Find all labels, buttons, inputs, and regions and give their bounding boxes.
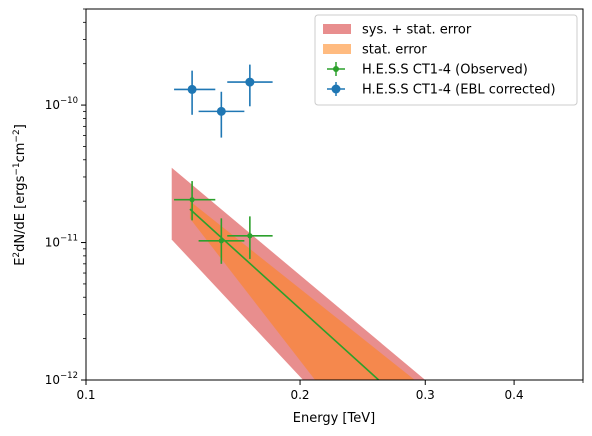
y-tick-label: 10−12 [45, 371, 78, 387]
y-tick-exponent: −12 [60, 371, 78, 381]
y-axis-label: E2dN/dE [ergs−1cm−2] [12, 124, 28, 266]
point-marker [187, 84, 197, 94]
legend-marker [331, 84, 341, 94]
y-tick-exponent: −10 [60, 96, 78, 106]
x-tick-label: 0.1 [76, 388, 95, 402]
error-bands [171, 167, 426, 380]
x-axis-label: Energy [TeV] [293, 411, 375, 426]
plot-frame [85, 8, 584, 381]
x-tick-label: 0.3 [416, 388, 435, 402]
legend-entry-1: sys. + stat. error [323, 23, 472, 38]
y-tick-base: 10 [45, 373, 60, 387]
point-marker [216, 106, 226, 116]
legend-label: sys. + stat. error [362, 23, 472, 38]
data-points [174, 64, 273, 264]
data-point-series1-2 [198, 218, 245, 264]
data-point-series2-2 [198, 91, 245, 138]
data-point-series2-3 [227, 64, 273, 107]
legend-entry-3: H.E.S.S CT1-4 (Observed) [327, 62, 528, 78]
legend-entry-2: stat. error [323, 43, 427, 58]
x-tick-label: 0.2 [290, 388, 309, 402]
y-tick-label: 10−10 [45, 96, 78, 112]
error-band-1 [171, 167, 426, 380]
legend-box [314, 14, 578, 106]
error-band-2 [189, 201, 415, 380]
legend-swatch [323, 24, 351, 34]
legend-label: stat. error [362, 43, 427, 58]
y-tick-exponent: −11 [60, 234, 78, 244]
point-marker [218, 238, 224, 244]
data-point-series1-1 [174, 181, 216, 221]
y-tick-base: 10 [45, 98, 60, 112]
legend: sys. + stat. error stat. error H.E.S.S CT1… [314, 14, 578, 106]
legend-label: H.E.S.S CT1-4 (EBL corrected) [362, 83, 556, 98]
legend-marker [333, 66, 339, 72]
data-point-series2-1 [174, 70, 216, 115]
point-marker [189, 197, 195, 203]
legend-label: H.E.S.S CT1-4 (Observed) [362, 63, 528, 78]
legend-entry-4: H.E.S.S CT1-4 (EBL corrected) [327, 82, 556, 98]
y-tick-label: 10−11 [45, 234, 78, 250]
point-marker [245, 77, 255, 87]
y-tick-base: 10 [45, 236, 60, 250]
point-marker [247, 233, 253, 239]
legend-swatch [323, 44, 351, 54]
x-tick-label: 0.4 [505, 388, 524, 402]
data-point-series1-3 [227, 216, 273, 259]
